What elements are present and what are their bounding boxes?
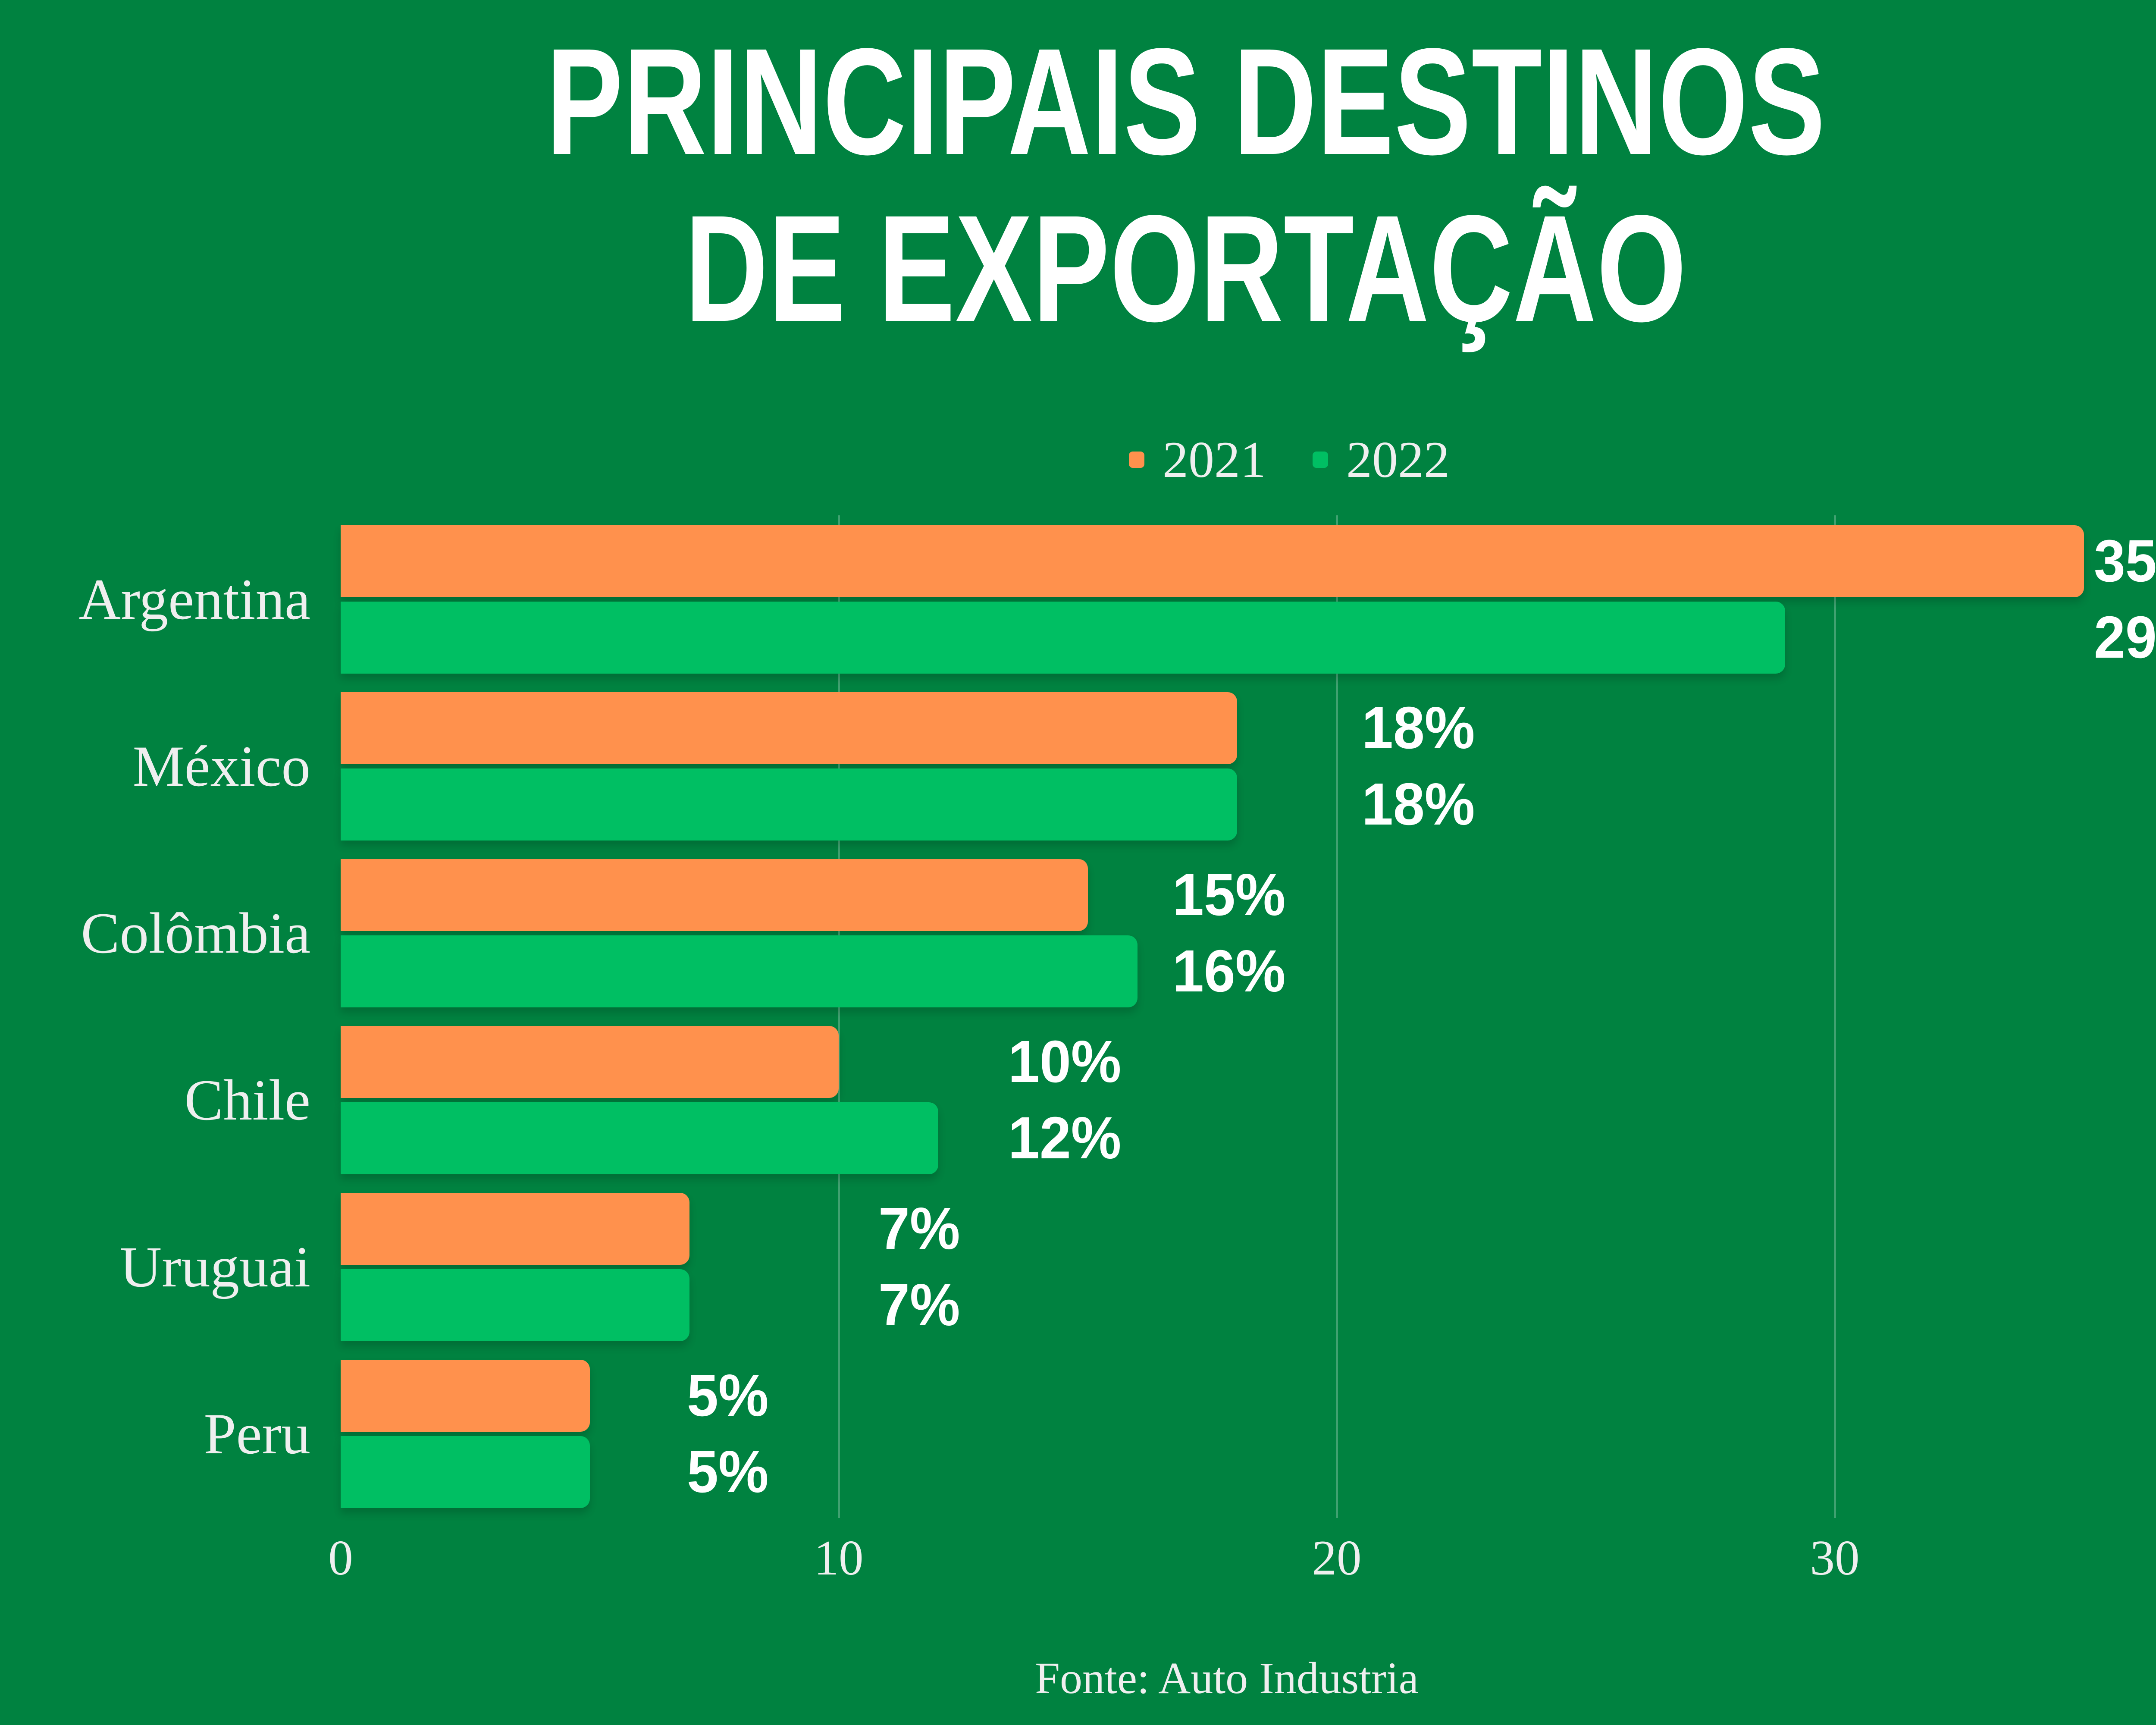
value-label-2021-mexico: 18% xyxy=(1361,695,1475,761)
bar-2022-colombia xyxy=(341,935,1138,1007)
category-label-argentina: Argentina xyxy=(78,567,310,632)
chart-title-line-2: DE EXPORTAÇÃO xyxy=(685,183,1687,353)
category-label-chile: Chile xyxy=(184,1068,310,1132)
chart-title-line-1: PRINCIPAIS DESTINOS xyxy=(546,16,1826,186)
x-axis-tick-0: 0 xyxy=(328,1531,353,1585)
value-label-2021-colombia: 15% xyxy=(1172,862,1286,928)
bar-2022-peru xyxy=(341,1436,590,1508)
legend-label-2022: 2022 xyxy=(1346,431,1450,488)
category-label-colombia: Colômbia xyxy=(81,901,311,966)
legend-label-2021: 2021 xyxy=(1163,431,1266,488)
legend-swatch-2022-icon xyxy=(1313,452,1328,468)
value-label-2021-peru: 5% xyxy=(686,1362,769,1429)
bar-2022-chile xyxy=(341,1102,938,1174)
bar-2021-chile xyxy=(341,1026,839,1098)
bar-2021-argentina xyxy=(341,525,2084,597)
source-note: Fonte: Auto Industria xyxy=(1035,1653,1419,1703)
value-label-2022-chile: 12% xyxy=(1008,1105,1122,1171)
value-label-2022-peru: 5% xyxy=(686,1439,769,1505)
gridline-10 xyxy=(838,515,840,1518)
value-label-2021-uruguai: 7% xyxy=(878,1195,960,1262)
legend-swatch-2021-icon xyxy=(1129,452,1144,468)
bar-2021-mexico xyxy=(341,692,1237,764)
category-label-mexico: México xyxy=(132,734,310,799)
x-axis-tick-20: 20 xyxy=(1312,1531,1362,1585)
category-label-uruguai: Uruguai xyxy=(119,1235,310,1299)
bar-2021-colombia xyxy=(341,859,1088,931)
bar-2022-mexico xyxy=(341,768,1237,841)
x-axis-tick-10: 10 xyxy=(814,1531,864,1585)
gridline-30 xyxy=(1834,515,1836,1518)
category-label-peru: Peru xyxy=(204,1402,310,1466)
value-label-2022-argentina: 29% xyxy=(2093,604,2156,671)
bar-2022-argentina xyxy=(341,602,1785,674)
value-label-2021-argentina: 35% xyxy=(2093,528,2156,594)
x-axis-tick-30: 30 xyxy=(1810,1531,1860,1585)
bar-2022-uruguai xyxy=(341,1269,689,1341)
gridline-20 xyxy=(1336,515,1338,1518)
legend: 2021 2022 xyxy=(1129,434,1450,486)
bar-2021-peru xyxy=(341,1360,590,1432)
legend-item-2022: 2022 xyxy=(1313,434,1450,486)
chart-title: PRINCIPAIS DESTINOS DE EXPORTAÇÃO xyxy=(0,18,2156,352)
bar-2021-uruguai xyxy=(341,1193,689,1265)
value-label-2022-colombia: 16% xyxy=(1172,938,1286,1004)
value-label-2022-mexico: 18% xyxy=(1361,771,1475,837)
value-label-2022-uruguai: 7% xyxy=(878,1272,960,1338)
value-label-2021-chile: 10% xyxy=(1008,1029,1122,1095)
legend-item-2021: 2021 xyxy=(1129,434,1266,486)
